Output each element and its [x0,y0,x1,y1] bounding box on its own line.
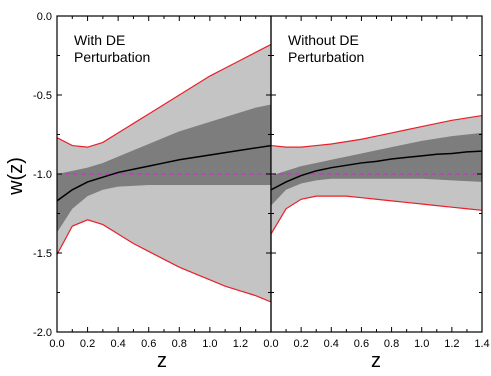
x-tick-label: 0.8 [172,338,187,350]
x-tick-label: 1.0 [202,338,217,350]
x-tick-label: 0.0 [263,338,278,350]
panel-label-line1: With DE [74,32,125,48]
x-axis-label-left: z [157,350,167,371]
x-tick-label: 1.4 [474,338,489,350]
best-fit-line [271,150,482,191]
lower-bound-line [271,195,482,235]
x-tick-label: 1.0 [414,338,429,350]
best-fit-line [57,144,271,202]
panel-label-line1: Without DE [288,32,359,48]
x-tick-label: 0.6 [354,338,369,350]
y-tick-label: -2.0 [33,327,52,339]
panel-label-line2: Perturbation [288,49,364,65]
x-tick-label: 0.2 [80,338,95,350]
x-tick-label: 0.2 [293,338,308,350]
panel-without-de-perturbation: 0.0 0.2 0.4 0.6 0.8 1.0 1.2 1.4 Without DEPertur… [263,15,490,350]
upper-bound-line [271,114,482,148]
inner-confidence-band [271,132,482,206]
x-axis-label-right: z [371,350,381,371]
y-tick-label: 0.0 [37,11,52,23]
panel-label-line2: Perturbation [74,49,150,65]
x-tick-label: 0.8 [384,338,399,350]
y-axis: 0.0 -0.5 -1.0 -1.5 -2.0 [33,11,52,339]
plot-area [57,43,271,303]
x-tick-label: 1.2 [444,338,459,350]
y-axis-label: w(z) [5,157,27,196]
upper-bound-line [57,43,271,148]
y-tick-label: -1.5 [33,248,52,260]
x-tick-label: 0.6 [141,338,156,350]
x-tick-label: 0.4 [324,338,339,350]
inner-confidence-band [57,104,271,233]
lower-bound-line [57,219,271,303]
x-tick-label: 0.0 [49,338,64,350]
y-tick-label: -1.0 [33,169,52,181]
x-tick-label: 1.2 [233,338,248,350]
plot-area [271,114,482,235]
x-tick-label: 0.4 [110,338,125,350]
y-tick-label: -0.5 [33,90,52,102]
